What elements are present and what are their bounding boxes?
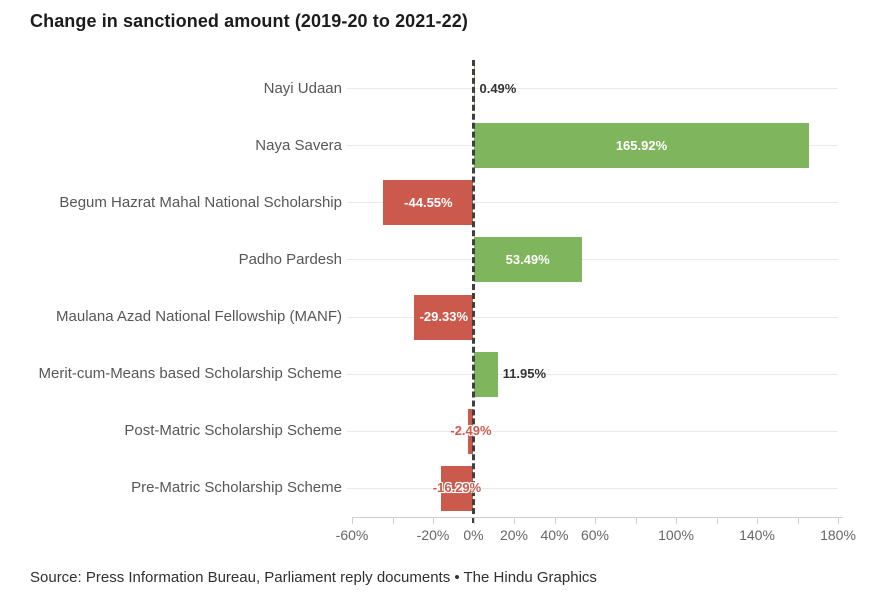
x-axis-tick bbox=[676, 518, 677, 524]
value-label: 53.49% bbox=[505, 251, 550, 267]
x-axis-tick-label: 0% bbox=[463, 527, 484, 543]
x-axis-tick-label: -60% bbox=[335, 527, 369, 543]
x-axis-tick bbox=[797, 518, 799, 524]
category-label: Pre-Matric Scholarship Scheme bbox=[131, 479, 342, 497]
x-axis-tick bbox=[716, 518, 718, 524]
bar bbox=[473, 351, 498, 397]
x-axis-tick bbox=[838, 518, 839, 524]
row-gridline bbox=[347, 88, 838, 90]
x-axis-tick-label: 140% bbox=[739, 527, 775, 543]
row-gridline bbox=[347, 373, 838, 375]
value-label: -29.33% bbox=[419, 309, 468, 325]
category-label: Padho Pardesh bbox=[238, 250, 342, 268]
zero-baseline bbox=[472, 60, 475, 523]
x-axis-tick bbox=[473, 518, 475, 524]
x-axis-tick-label: 60% bbox=[580, 527, 610, 543]
x-axis-tick bbox=[635, 518, 637, 524]
x-axis-tick bbox=[514, 518, 515, 524]
row-gridline bbox=[347, 487, 838, 489]
bar bbox=[414, 294, 474, 340]
x-axis-tick bbox=[595, 518, 596, 524]
category-label: Merit-cum-Means based Scholarship Scheme bbox=[38, 365, 342, 383]
x-axis-tick-label: 180% bbox=[820, 527, 856, 543]
row-gridline bbox=[347, 316, 838, 318]
x-axis-tick bbox=[433, 518, 434, 524]
value-label: 11.95% bbox=[502, 366, 547, 382]
category-label: Post-Matric Scholarship Scheme bbox=[124, 422, 342, 440]
category-label: Maulana Azad National Fellowship (MANF) bbox=[56, 308, 342, 326]
row-gridline bbox=[347, 202, 838, 204]
x-axis-tick bbox=[352, 518, 353, 524]
x-axis-tick-label: 100% bbox=[658, 527, 694, 543]
value-label: 165.92% bbox=[615, 137, 668, 153]
row-gridline bbox=[347, 430, 838, 432]
x-axis-tick-label: -20% bbox=[416, 527, 450, 543]
bar-chart: Nayi Udaan 0.49% Naya Savera 165.92% Begum H… bbox=[38, 60, 856, 543]
bar bbox=[473, 237, 582, 283]
bar bbox=[440, 465, 474, 511]
x-axis-tick bbox=[392, 518, 394, 524]
bar bbox=[383, 180, 474, 226]
category-label: Nayi Udaan bbox=[263, 79, 342, 97]
value-label: -16.29% bbox=[432, 480, 482, 496]
chart-title: Change in sanctioned amount (2019-20 to … bbox=[30, 11, 468, 31]
x-axis-tick-label: 20% bbox=[499, 527, 529, 543]
bar bbox=[473, 123, 810, 169]
x-axis-tick-label: 40% bbox=[540, 527, 569, 543]
x-axis-line bbox=[352, 517, 843, 518]
bar bbox=[468, 408, 474, 454]
value-label: -44.55% bbox=[404, 194, 453, 210]
x-axis-tick bbox=[757, 518, 758, 524]
row-gridline bbox=[347, 259, 838, 261]
category-label: Naya Savera bbox=[255, 136, 342, 154]
source-note: Source: Press Information Bureau, Parlia… bbox=[30, 569, 597, 586]
x-axis-tick bbox=[554, 518, 556, 524]
category-label: Begum Hazrat Mahal National Scholarship bbox=[59, 193, 342, 211]
value-label: -2.49% bbox=[450, 423, 492, 439]
value-label: 0.49% bbox=[479, 80, 517, 96]
